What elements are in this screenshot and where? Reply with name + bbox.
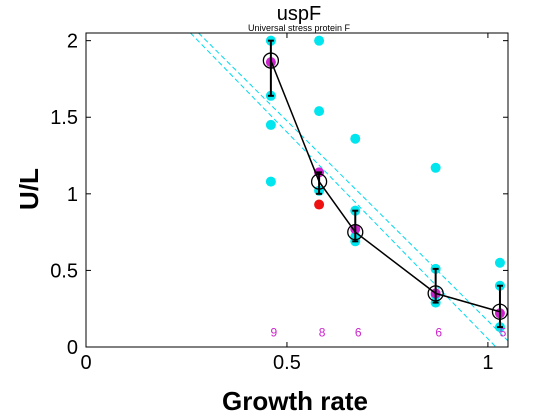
mean-marker bbox=[310, 173, 328, 190]
y-axis-label: U/L bbox=[14, 168, 44, 210]
replicate-point bbox=[494, 257, 505, 268]
y-tick-label: 0 bbox=[67, 337, 78, 359]
replicate-point bbox=[265, 119, 276, 130]
count-label: 9 bbox=[271, 326, 278, 340]
axes-box bbox=[85, 32, 509, 348]
y-tick-label: 2 bbox=[67, 31, 78, 53]
fit-line bbox=[190, 33, 497, 347]
x-axis-label: Growth rate bbox=[222, 386, 368, 416]
x-tick-label: 1 bbox=[482, 352, 493, 374]
y-tick-label: 0.5 bbox=[50, 260, 78, 282]
y-axis: 0 0.5 1 1.5 2 bbox=[50, 31, 508, 359]
y-tick-label: 1 bbox=[67, 184, 78, 206]
count-label: 5 bbox=[500, 326, 507, 340]
replicate-point bbox=[350, 133, 361, 144]
outlier-point bbox=[314, 199, 325, 210]
mean-marker bbox=[491, 303, 508, 320]
chart-subtitle: Universal stress protein F bbox=[248, 23, 351, 33]
mean-marker bbox=[262, 52, 280, 69]
mean-marker bbox=[427, 285, 444, 302]
plot-area: 9 8 6 6 5 bbox=[190, 33, 508, 347]
y-tick-label: 1.5 bbox=[50, 107, 78, 129]
count-label: 6 bbox=[355, 326, 362, 340]
chart-title: uspF bbox=[277, 3, 321, 25]
count-label: 6 bbox=[435, 326, 442, 340]
replicate-point bbox=[314, 35, 325, 46]
x-tick-label: 0 bbox=[80, 352, 91, 374]
mean-marker bbox=[347, 223, 364, 241]
replicate-point bbox=[430, 162, 441, 173]
x-tick-label: 0.5 bbox=[273, 352, 301, 374]
fit-line bbox=[198, 33, 508, 342]
replicate-point bbox=[314, 106, 325, 117]
mean-line bbox=[270, 60, 501, 313]
replicate-point bbox=[265, 176, 276, 187]
x-axis: 0 0.5 1 bbox=[80, 33, 493, 374]
count-label: 8 bbox=[319, 326, 326, 340]
